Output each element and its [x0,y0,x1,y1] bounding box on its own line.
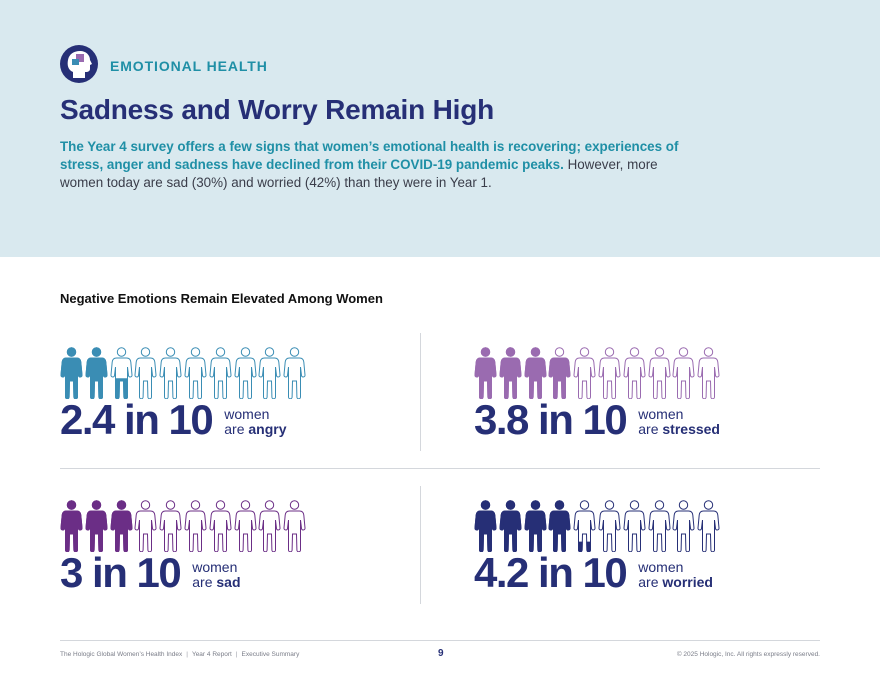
label-emotion: are sad [192,574,241,590]
label-women: women [224,406,270,422]
stat-label-stressed: women are stressed [638,403,720,437]
person-icon [623,347,646,399]
divider-vertical-bottom [420,486,421,604]
person-icon [209,500,232,552]
person-icon [184,500,207,552]
intro-lead: The Year 4 survey offers a few signs tha… [60,139,679,172]
person-icon [110,500,133,552]
stat-number-worried: 4.2 in 10 [474,549,628,596]
header-band: EMOTIONAL HEALTH Sadness and Worry Remai… [0,0,880,257]
person-icon [85,347,108,399]
person-icon [283,500,306,552]
stat-line: 3.8 in 10 women are stressed [474,397,720,443]
stat-number-stressed: 3.8 in 10 [474,396,628,443]
pictograph-stressed [474,347,724,399]
label-women: women [192,559,238,575]
pictograph-worried [474,500,724,552]
label-emotion: are stressed [638,421,720,437]
person-icon [648,500,671,552]
person-icon [499,500,522,552]
person-icon [524,500,547,552]
divider-horizontal [60,468,820,469]
head-profile-icon [60,45,98,83]
person-icon [234,500,257,552]
label-women: women [638,559,684,575]
person-icon [524,347,547,399]
label-emotion: are worried [638,574,713,590]
pictograph-sad [60,500,310,552]
footer-section: Executive Summary [241,651,300,658]
intro-rest: However, more women today are sad (30%) … [60,157,658,190]
stat-worried: 4.2 in 10 women are worried [474,500,724,596]
stat-label-sad: women are sad [192,556,240,590]
person-icon [697,500,720,552]
stat-number-angry: 2.4 in 10 [60,396,214,443]
label-women: women [638,406,684,422]
section-label: EMOTIONAL HEALTH [110,58,268,74]
person-icon [474,500,497,552]
person-icon [209,347,232,399]
person-icon [85,500,108,552]
footer-publication: The Hologic Global Women’s Health Index |… [60,651,300,658]
person-icon [184,347,207,399]
person-icon [159,347,182,399]
footer-rule [60,640,820,641]
stat-line: 4.2 in 10 women are worried [474,550,713,596]
person-icon [258,347,281,399]
label-emotion: are angry [224,421,287,437]
stat-line: 2.4 in 10 women are angry [60,397,287,443]
person-icon [672,500,695,552]
person-icon [283,347,306,399]
person-icon [598,347,621,399]
person-icon [697,347,720,399]
person-icon [499,347,522,399]
footer-index-name: The Hologic Global Women’s Health Index [60,651,183,658]
person-icon [548,500,571,552]
stat-angry: 2.4 in 10 women are angry [60,347,310,443]
person-icon [159,500,182,552]
person-icon [548,347,571,399]
stat-line: 3 in 10 women are sad [60,550,241,596]
person-icon [573,347,596,399]
stat-label-angry: women are angry [224,403,286,437]
person-icon [134,347,157,399]
stat-number-sad: 3 in 10 [60,549,182,596]
person-icon [598,500,621,552]
person-icon [648,347,671,399]
divider-vertical-top [420,333,421,451]
person-icon [110,347,133,399]
person-icon [60,500,83,552]
page-number: 9 [438,648,444,659]
person-icon [234,347,257,399]
chart-title: Negative Emotions Remain Elevated Among … [60,291,383,306]
person-icon [134,500,157,552]
stat-sad: 3 in 10 women are sad [60,500,310,596]
pictograph-angry [60,347,310,399]
person-icon [623,500,646,552]
stat-label-worried: women are worried [638,556,713,590]
intro-paragraph: The Year 4 survey offers a few signs tha… [60,138,680,192]
page-title: Sadness and Worry Remain High [60,94,495,125]
person-icon [60,347,83,399]
footer-copyright: © 2025 Hologic, Inc. All rights expressl… [676,651,820,658]
person-icon [258,500,281,552]
person-icon [474,347,497,399]
footer-report: Year 4 Report [191,651,232,658]
stat-stressed: 3.8 in 10 women are stressed [474,347,724,443]
person-icon [573,500,596,552]
person-icon [672,347,695,399]
